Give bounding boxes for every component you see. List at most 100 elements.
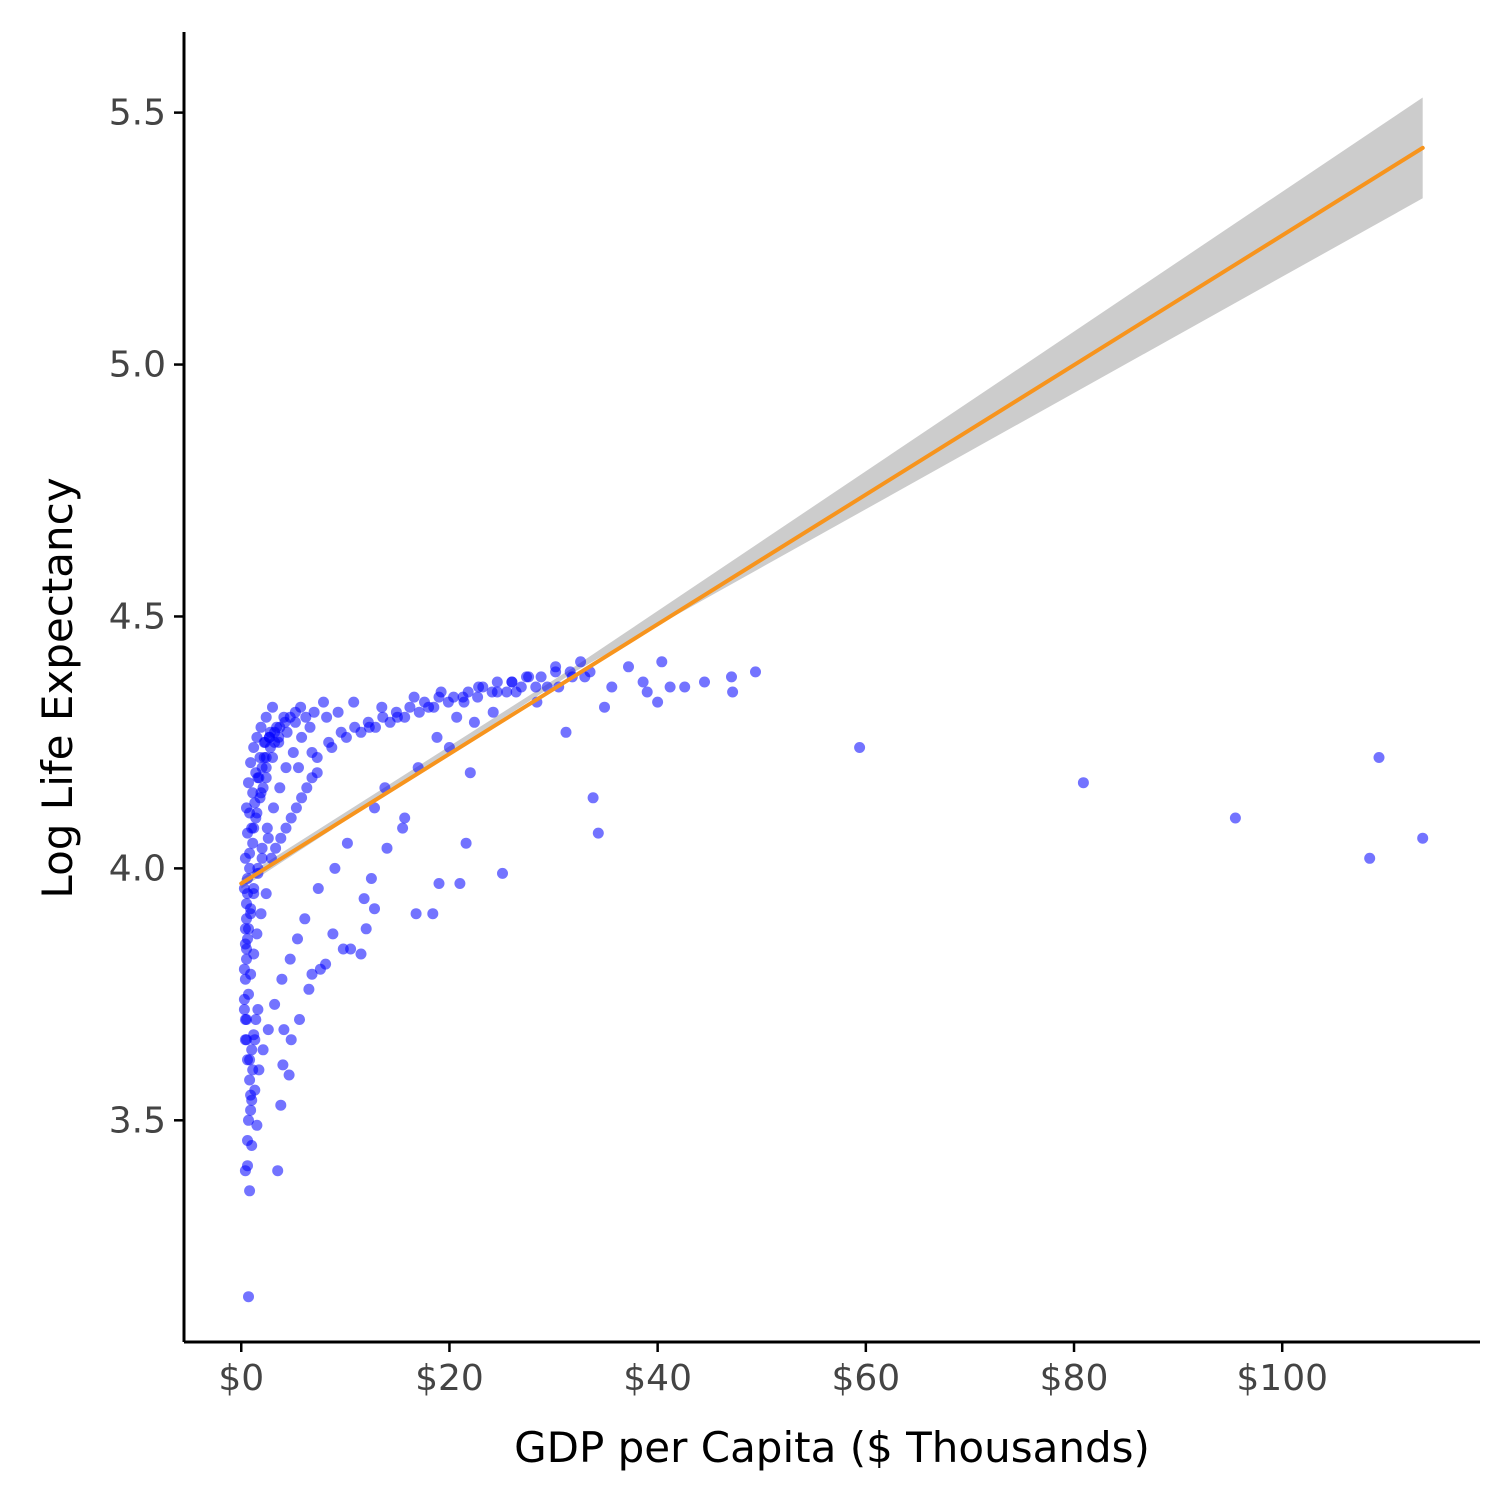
- data-point: [249, 1034, 261, 1046]
- data-point: [241, 898, 252, 910]
- data-point: [326, 742, 338, 753]
- data-point: [431, 731, 443, 743]
- data-point: [244, 1054, 256, 1066]
- y-tick-label: 5.0: [109, 345, 166, 386]
- data-point: [376, 701, 388, 713]
- data-point: [251, 928, 263, 940]
- data-point: [311, 767, 323, 779]
- data-point: [252, 1004, 264, 1015]
- data-point: [410, 908, 422, 920]
- points-layer: [238, 656, 1429, 1303]
- data-point: [1364, 852, 1376, 864]
- data-point: [592, 827, 604, 839]
- data-point: [599, 701, 610, 713]
- data-point: [239, 923, 251, 935]
- data-point: [248, 948, 260, 960]
- data-point: [243, 988, 254, 1000]
- data-point: [257, 782, 269, 794]
- data-point: [248, 742, 260, 753]
- data-point: [472, 691, 484, 703]
- data-point: [260, 711, 272, 723]
- data-point: [247, 1064, 259, 1076]
- data-point: [428, 701, 440, 713]
- data-point: [245, 1089, 257, 1101]
- data-point: [280, 762, 292, 774]
- data-point: [358, 893, 370, 905]
- data-point: [243, 777, 254, 789]
- data-point: [270, 842, 282, 854]
- data-point: [278, 1024, 290, 1036]
- data-point: [252, 772, 264, 784]
- data-point: [664, 681, 676, 693]
- data-point: [521, 671, 532, 683]
- data-point: [294, 1014, 305, 1025]
- data-point: [468, 716, 480, 728]
- data-point: [256, 842, 268, 854]
- data-point: [292, 933, 303, 945]
- data-point: [280, 822, 292, 834]
- x-tick-label: $0: [218, 1358, 264, 1399]
- data-point: [283, 1069, 295, 1081]
- data-point: [312, 883, 324, 894]
- data-point: [345, 943, 357, 955]
- data-point: [355, 726, 367, 738]
- data-point: [254, 792, 266, 804]
- data-point: [433, 878, 445, 889]
- data-point: [487, 706, 499, 718]
- x-axis-title: GDP per Capita ($ Thousands): [514, 1423, 1150, 1472]
- data-point: [251, 807, 263, 819]
- data-point: [318, 696, 329, 708]
- y-axis-title: Log Life Expectancy: [33, 477, 82, 898]
- data-point: [244, 1185, 256, 1197]
- data-point: [497, 867, 508, 879]
- data-point: [587, 792, 599, 804]
- data-point: [399, 711, 411, 723]
- data-point: [369, 802, 380, 814]
- data-point: [238, 883, 250, 894]
- data-point: [261, 822, 273, 834]
- data-point: [274, 782, 286, 794]
- data-point: [460, 837, 472, 849]
- data-point: [550, 666, 562, 678]
- data-point: [277, 1059, 289, 1071]
- data-point: [245, 757, 257, 769]
- data-point: [242, 1135, 253, 1146]
- data-point: [245, 968, 257, 980]
- data-point: [308, 706, 320, 718]
- data-point: [606, 681, 618, 693]
- data-point: [241, 1014, 252, 1025]
- data-point: [257, 1044, 269, 1056]
- data-point: [262, 832, 274, 844]
- data-point: [491, 676, 503, 688]
- data-point: [245, 908, 257, 920]
- data-point: [285, 812, 297, 824]
- data-point: [341, 837, 353, 849]
- data-point: [427, 908, 439, 920]
- data-point: [332, 706, 344, 718]
- data-point: [239, 1034, 251, 1046]
- data-point: [404, 701, 416, 713]
- data-point: [243, 1114, 254, 1126]
- data-point: [301, 782, 313, 794]
- data-point: [854, 742, 866, 753]
- data-point: [246, 1044, 258, 1056]
- data-point: [306, 968, 318, 980]
- data-point: [248, 822, 260, 834]
- data-point: [486, 686, 498, 698]
- x-tick-label: $80: [1040, 1358, 1109, 1399]
- data-point: [290, 802, 302, 814]
- data-point: [399, 812, 411, 824]
- data-point: [243, 1291, 254, 1303]
- data-point: [296, 731, 308, 743]
- data-point: [275, 1099, 287, 1111]
- data-point: [255, 721, 267, 733]
- data-point: [451, 711, 463, 723]
- data-point: [284, 953, 296, 965]
- y-tick-label: 4.5: [109, 596, 166, 637]
- data-point: [656, 656, 668, 668]
- data-point: [260, 772, 272, 784]
- data-point: [287, 747, 299, 758]
- data-point: [457, 691, 469, 703]
- data-point: [242, 1160, 253, 1172]
